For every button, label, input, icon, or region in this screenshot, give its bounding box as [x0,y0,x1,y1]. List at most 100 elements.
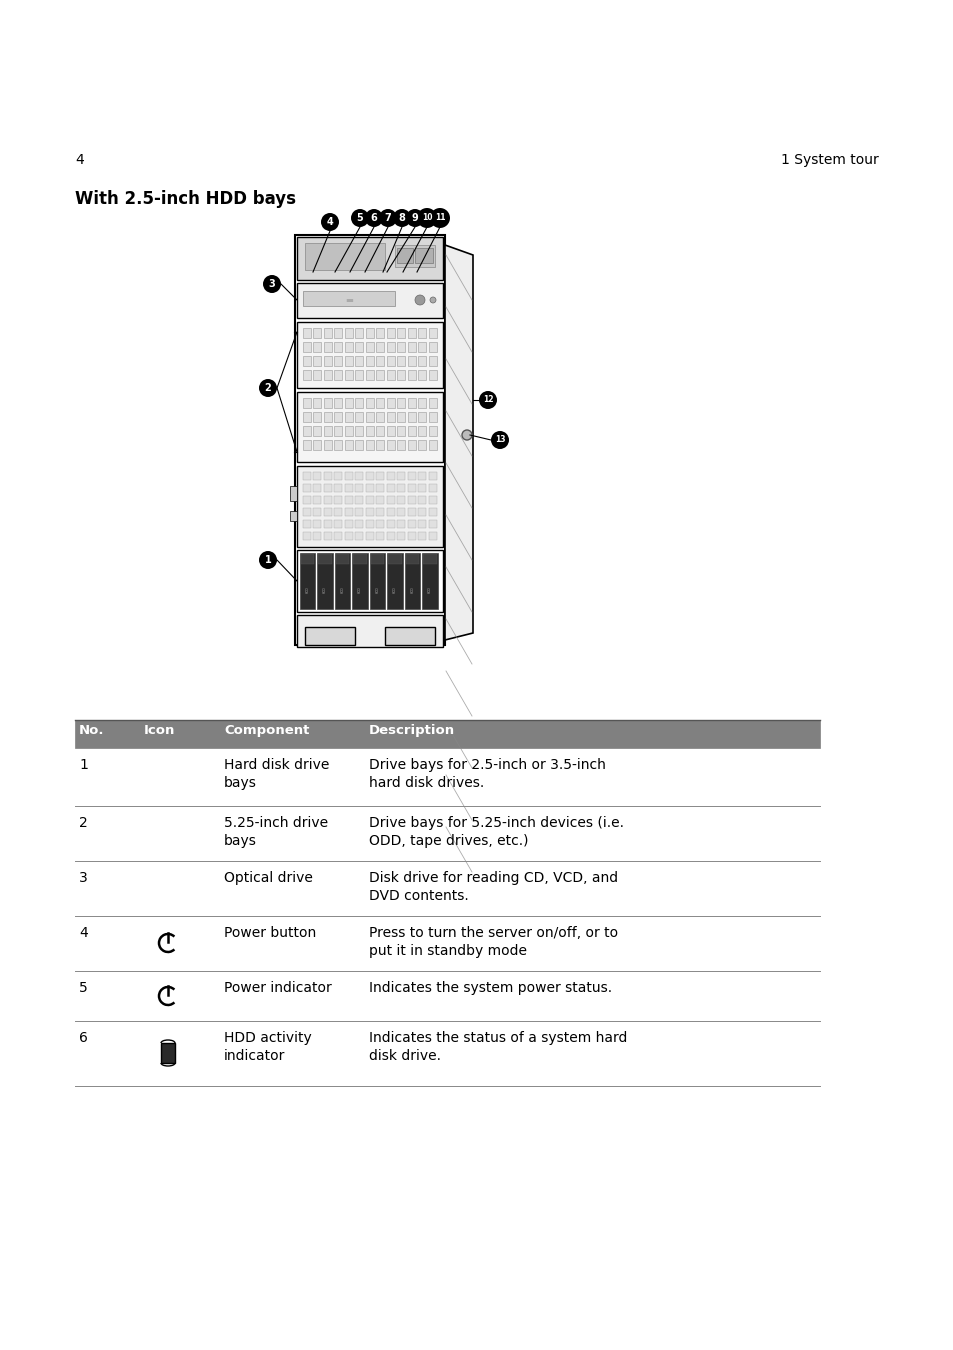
Bar [387,370,395,379]
Bar [408,440,416,450]
Bar [387,356,395,366]
Bar [335,485,342,491]
Bar [314,532,321,540]
Bar [397,412,405,423]
Circle shape [478,392,497,409]
Text: 4: 4 [326,217,333,227]
Circle shape [393,209,411,227]
Text: HDD: HDD [428,587,432,594]
Bar [397,520,405,528]
Bar [429,398,436,408]
Bar [387,328,395,338]
Bar [355,356,363,366]
Bar [370,554,385,609]
Bar [366,370,374,379]
Circle shape [406,209,423,227]
Bar [408,532,416,540]
Bar [366,427,374,436]
Bar [355,495,363,504]
Bar [303,440,311,450]
Bar [376,520,384,528]
Bar [387,472,395,481]
Bar [303,520,311,528]
Bar [345,532,353,540]
Bar [387,427,395,436]
Bar [335,356,342,366]
Bar [366,520,374,528]
Bar [303,485,311,491]
Bar [303,427,311,436]
Bar [366,485,374,491]
Bar [314,427,321,436]
Bar [290,512,296,521]
Bar [366,495,374,504]
Bar [303,342,311,352]
Bar [395,244,435,267]
Text: 9: 9 [411,213,418,223]
Text: 5: 5 [356,213,363,223]
Text: HDD: HDD [305,587,310,594]
Bar [324,485,332,491]
Bar [422,554,437,609]
Bar [345,508,353,516]
Bar [366,532,374,540]
Bar [397,398,405,408]
Bar [429,532,436,540]
Bar [385,626,435,645]
Text: Icon: Icon [144,724,175,737]
Bar [429,412,436,423]
Bar [406,554,419,564]
Bar [290,486,296,501]
Bar [355,485,363,491]
Bar [314,356,321,366]
Bar [324,495,332,504]
Text: 6: 6 [79,1031,88,1045]
Bar [324,370,332,379]
Bar [345,472,353,481]
Bar [366,508,374,516]
Bar [355,440,363,450]
Bar [429,370,436,379]
Bar [335,342,342,352]
Bar [418,532,426,540]
Bar [408,508,416,516]
Text: HDD: HDD [375,587,379,594]
Bar [355,508,363,516]
Bar [324,508,332,516]
Bar [387,508,395,516]
Bar [305,626,355,645]
Text: Power indicator: Power indicator [224,981,332,995]
Bar [314,398,321,408]
Bar [345,520,353,528]
Bar [418,495,426,504]
Text: 2: 2 [264,383,271,393]
Bar [301,554,314,564]
Text: Press to turn the server on/off, or to
put it in standby mode: Press to turn the server on/off, or to p… [369,926,618,958]
Bar [355,342,363,352]
Bar [324,356,332,366]
Bar [366,412,374,423]
Bar [324,532,332,540]
Text: Drive bays for 5.25-inch devices (i.e.
ODD, tape drives, etc.): Drive bays for 5.25-inch devices (i.e. O… [369,815,623,848]
Bar [396,248,413,263]
Bar [303,356,311,366]
Bar [429,508,436,516]
Bar [303,398,311,408]
Bar [387,554,402,609]
Bar [296,549,442,612]
Bar [345,328,353,338]
Text: 5.25-inch drive
bays: 5.25-inch drive bays [224,815,328,848]
Text: 4: 4 [75,153,84,167]
Bar [314,508,321,516]
Bar [388,554,401,564]
Bar [397,485,405,491]
Circle shape [365,209,382,227]
Bar [345,427,353,436]
Circle shape [415,296,424,305]
Bar [345,412,353,423]
Bar [335,370,342,379]
Circle shape [351,209,369,227]
Bar [429,495,436,504]
Text: 1: 1 [79,757,88,772]
Bar [345,398,353,408]
